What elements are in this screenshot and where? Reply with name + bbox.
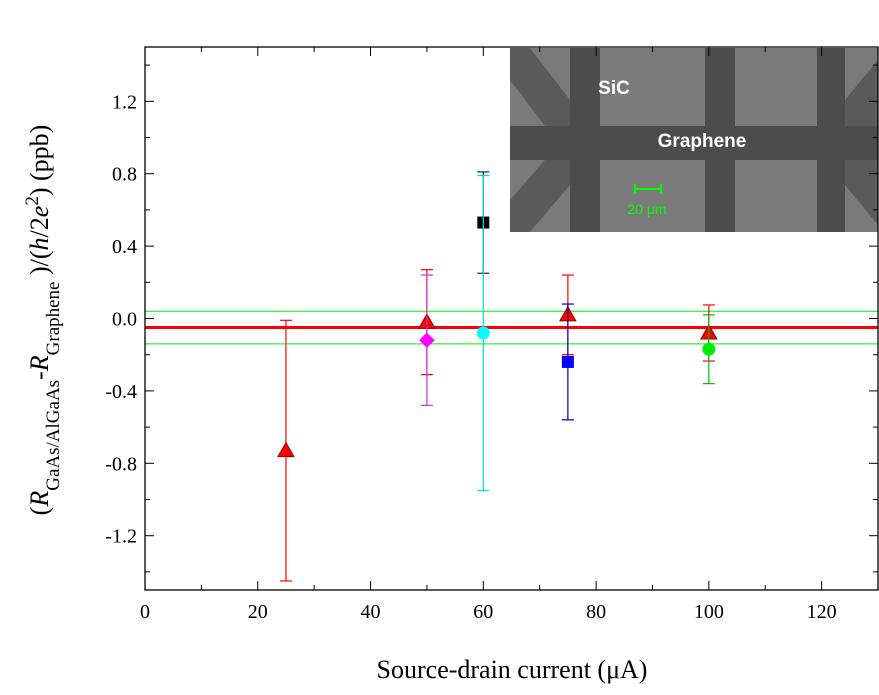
x-tick-label: 40 <box>361 601 381 623</box>
y-axis-label-part: GaAs/AlGaAs <box>43 380 64 491</box>
x-tick-label: 0 <box>140 601 150 623</box>
y-axis-label-part: ) (ppb) <box>25 125 54 196</box>
y-axis-label-part: 2 <box>22 196 43 206</box>
inset-image: SiC Graphene 20 μm <box>510 48 878 232</box>
y-axis-label-part: h <box>25 237 54 250</box>
y-axis-label-part: R <box>25 491 54 508</box>
y-axis-label: (RGaAs/AlGaAs-RGraphene )/(h/2e2) (ppb) <box>22 125 64 516</box>
point <box>419 332 435 348</box>
inset-label: 20 μm <box>627 201 666 217</box>
y-tick-label: 1.2 <box>112 91 137 113</box>
x-tick-label: 60 <box>473 601 493 623</box>
inset-label: Graphene <box>658 131 747 152</box>
y-axis-label-part: ( <box>25 507 54 516</box>
y-tick-label: -1.2 <box>105 526 137 548</box>
y-tick-label: 0.0 <box>112 309 137 331</box>
inset-label: SiC <box>598 78 630 99</box>
y-axis-label-part: /2 <box>25 217 54 237</box>
y-tick-label: 0.4 <box>112 236 137 258</box>
x-tick-label: 100 <box>694 601 724 623</box>
point <box>561 355 574 368</box>
y-axis-label-part: - <box>25 371 54 380</box>
y-axis-label-part: Graphene <box>43 282 64 356</box>
y-axis-label-part: )/( <box>25 250 54 281</box>
y-tick-label: -0.8 <box>105 453 137 475</box>
x-tick-label: 120 <box>807 601 837 623</box>
y-tick-label: 0.8 <box>112 164 137 186</box>
x-tick-label: 80 <box>586 601 606 623</box>
y-axis-label-part: R <box>25 355 54 372</box>
x-tick-label: 20 <box>248 601 268 623</box>
point <box>277 441 295 458</box>
y-tick-label: -0.4 <box>105 381 137 403</box>
x-axis-label: Source-drain current (μA) <box>377 655 648 684</box>
point <box>702 342 716 356</box>
y-axis-label-part: e <box>25 206 54 218</box>
point <box>476 326 490 340</box>
